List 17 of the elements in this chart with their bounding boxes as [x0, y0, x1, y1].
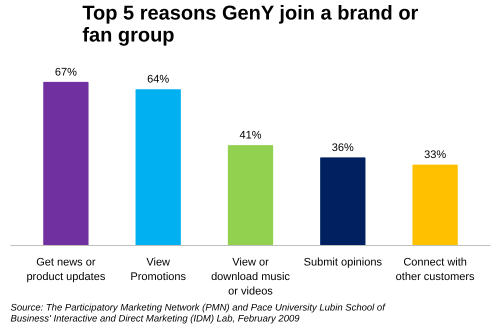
x-tick-label: Submit opinions — [304, 256, 382, 268]
data-label: 36% — [332, 142, 354, 154]
x-tick-label: View Promotions — [130, 256, 187, 283]
chart-title: Top 5 reasons GenY join a brand or fan group — [82, 2, 419, 46]
data-label: 33% — [424, 149, 446, 162]
bar — [412, 164, 458, 246]
x-tick-label: View or download music or videos — [211, 256, 290, 298]
bar — [43, 82, 89, 246]
bar — [136, 89, 181, 246]
data-label: 67% — [54, 66, 78, 78]
data-label: 64% — [147, 74, 170, 86]
bar — [228, 145, 274, 246]
x-tick-label: Connect with other customers — [396, 256, 476, 283]
bar — [320, 157, 366, 246]
x-tick-label: Get news or product updates — [26, 256, 106, 283]
data-label: 41% — [239, 130, 262, 142]
source-note: Source: The Participatory Marketing Network (PMN) and Pace University Lubin School of Business' Interactive and Direct Marketing (IDM) Lab, February 2009 — [10, 302, 386, 324]
